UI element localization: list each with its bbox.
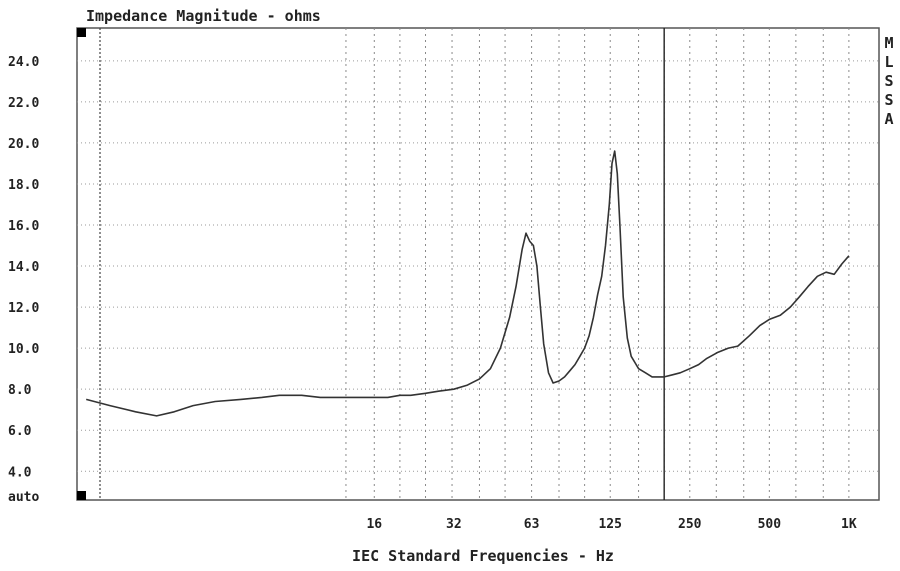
y-tick-label: 4.0 [8,465,32,480]
impedance-curve [85,150,850,417]
y-tick-label: 8.0 [8,383,32,398]
side-label-letter: A [884,110,893,128]
y-tick-label: 24.0 [8,55,39,70]
side-label-letter: S [884,91,893,109]
x-tick-label: 250 [678,517,702,532]
y-tick-label: 16.0 [8,219,39,234]
x-tick-label: 16 [366,517,382,532]
side-label-letter: S [884,72,893,90]
side-label-letter: M [884,34,893,52]
x-tick-label: 125 [598,517,621,532]
side-label-letter: L [884,53,893,71]
x-tick-label: 63 [524,517,540,532]
bottom-left-marker [77,491,86,500]
plot-frame [76,27,880,501]
y-tick-label: 6.0 [8,424,32,439]
x-axis-label: IEC Standard Frequencies - Hz [352,547,614,565]
x-tick-label: 500 [758,517,782,532]
y-tick-label: 10.0 [8,342,39,357]
y-bottom-auto-label: auto [8,490,39,505]
grid-layer [77,28,879,500]
y-tick-label: 18.0 [8,178,39,193]
x-tick-label: 1K [841,517,857,532]
y-tick-label: 22.0 [8,96,39,111]
y-tick-label: 12.0 [8,301,39,316]
chart-title: Impedance Magnitude - ohms [86,7,321,25]
x-tick-label: 32 [446,517,462,532]
y-tick-label: 20.0 [8,137,39,152]
tick-label-layer: 4.0 6.0 8.0 10.0 12.0 14.0 16.0 18.0 20.0 22.0 24.… [8,34,894,532]
series-layer [85,150,850,417]
top-left-marker [77,28,86,37]
y-tick-label: 14.0 [8,260,39,275]
